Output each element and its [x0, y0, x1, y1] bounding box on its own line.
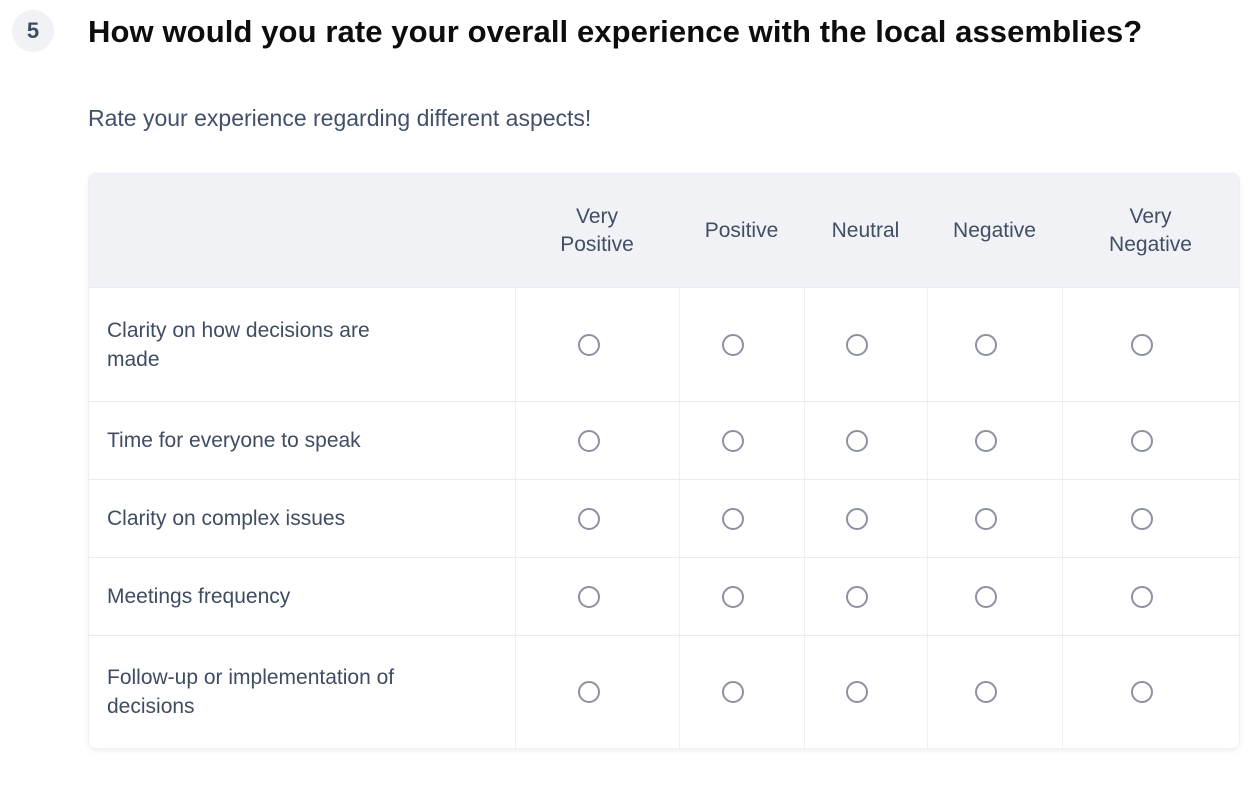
column-header-label: Positive [704, 218, 779, 242]
column-header-negative: Negative [927, 174, 1062, 288]
radio-cell[interactable] [927, 401, 1062, 479]
radio-r4-very-negative[interactable] [1131, 681, 1153, 703]
column-header-very-positive: Very Positive [515, 174, 679, 288]
radio-r1-neutral[interactable] [846, 429, 868, 452]
radio-cell[interactable] [804, 401, 927, 479]
question-number: 5 [26, 18, 40, 43]
rating-matrix: Very Positive Positive Neutral Negative … [88, 173, 1240, 749]
matrix-body: Clarity on how decisions are made Time f… [89, 288, 1239, 748]
matrix-row-meetings-frequency: Meetings frequency [89, 557, 1239, 635]
column-header-positive: Positive [679, 174, 804, 288]
radio-cell[interactable] [1062, 635, 1239, 748]
radio-r1-very-positive[interactable] [577, 429, 600, 452]
row-label-cell: Clarity on complex issues [89, 479, 515, 557]
column-header-neutral: Neutral [804, 174, 927, 288]
matrix-header: Very Positive Positive Neutral Negative … [89, 174, 1239, 288]
matrix-row-time-to-speak: Time for everyone to speak [89, 401, 1239, 479]
question-title: How would you rate your overall experien… [88, 14, 1143, 49]
row-label-cell: Meetings frequency [89, 557, 515, 635]
radio-cell[interactable] [679, 479, 804, 557]
radio-cell[interactable] [1062, 557, 1239, 635]
radio-cell[interactable] [515, 288, 679, 401]
radio-r4-positive[interactable] [722, 681, 744, 703]
radio-cell[interactable] [679, 635, 804, 748]
column-header-label: Negative [953, 218, 1036, 242]
radio-cell[interactable] [804, 288, 927, 401]
radio-r1-negative[interactable] [975, 429, 997, 452]
radio-r3-neutral[interactable] [846, 585, 868, 608]
row-label-cell: Time for everyone to speak [89, 401, 515, 479]
column-header-label: Neutral [831, 218, 900, 242]
matrix-header-row: Very Positive Positive Neutral Negative … [89, 174, 1239, 288]
radio-r0-negative[interactable] [975, 333, 997, 356]
radio-r2-very-negative[interactable] [1131, 507, 1153, 530]
radio-r4-neutral[interactable] [846, 681, 868, 703]
radio-cell[interactable] [927, 635, 1062, 748]
radio-cell[interactable] [1062, 479, 1239, 557]
radio-cell[interactable] [515, 557, 679, 635]
radio-r3-negative[interactable] [975, 585, 997, 608]
radio-cell[interactable] [804, 635, 927, 748]
radio-r2-very-positive[interactable] [577, 507, 600, 530]
radio-cell[interactable] [515, 479, 679, 557]
radio-r3-positive[interactable] [722, 585, 744, 608]
column-header-label: Very Negative [1109, 204, 1192, 256]
radio-r3-very-negative[interactable] [1131, 585, 1153, 608]
radio-r0-very-positive[interactable] [577, 333, 600, 356]
matrix-row-complex-issues: Clarity on complex issues [89, 479, 1239, 557]
radio-r3-very-positive[interactable] [577, 585, 600, 608]
radio-r2-neutral[interactable] [846, 507, 868, 530]
radio-r2-positive[interactable] [722, 507, 744, 530]
radio-cell[interactable] [804, 479, 927, 557]
row-label-cell: Clarity on how decisions are made [89, 288, 515, 401]
radio-r1-positive[interactable] [722, 429, 744, 452]
radio-cell[interactable] [927, 479, 1062, 557]
column-header-very-negative: Very Negative [1062, 174, 1239, 288]
radio-r2-negative[interactable] [975, 507, 997, 530]
row-label-cell: Follow-up or implementation of decisions [89, 635, 515, 748]
radio-r0-very-negative[interactable] [1131, 333, 1153, 356]
radio-cell[interactable] [679, 557, 804, 635]
radio-cell[interactable] [679, 288, 804, 401]
radio-cell[interactable] [927, 288, 1062, 401]
radio-cell[interactable] [1062, 288, 1239, 401]
radio-r4-very-positive[interactable] [577, 681, 600, 703]
question-content: How would you rate your overall experien… [88, 0, 1240, 749]
radio-r0-positive[interactable] [722, 333, 744, 356]
radio-cell[interactable] [1062, 401, 1239, 479]
radio-r4-negative[interactable] [975, 681, 997, 703]
row-label: Meetings frequency [107, 585, 291, 608]
radio-cell[interactable] [804, 557, 927, 635]
column-header-label: Very Positive [560, 204, 634, 256]
matrix-corner-cell [89, 174, 515, 288]
question-subtitle: Rate your experience regarding different… [88, 105, 592, 131]
radio-r0-neutral[interactable] [846, 333, 868, 356]
rating-matrix-table: Very Positive Positive Neutral Negative … [89, 174, 1239, 748]
radio-cell[interactable] [927, 557, 1062, 635]
matrix-row-clarity-decisions: Clarity on how decisions are made [89, 288, 1239, 401]
row-label: Clarity on complex issues [107, 507, 346, 530]
radio-cell[interactable] [515, 635, 679, 748]
matrix-row-follow-up: Follow-up or implementation of decisions [89, 635, 1239, 748]
row-label: Follow-up or implementation of decisions [107, 666, 395, 718]
question-number-badge: 5 [12, 10, 54, 52]
row-label: Clarity on how decisions are made [107, 318, 370, 371]
radio-cell[interactable] [515, 401, 679, 479]
row-label: Time for everyone to speak [107, 429, 361, 452]
radio-cell[interactable] [679, 401, 804, 479]
radio-r1-very-negative[interactable] [1131, 429, 1153, 452]
